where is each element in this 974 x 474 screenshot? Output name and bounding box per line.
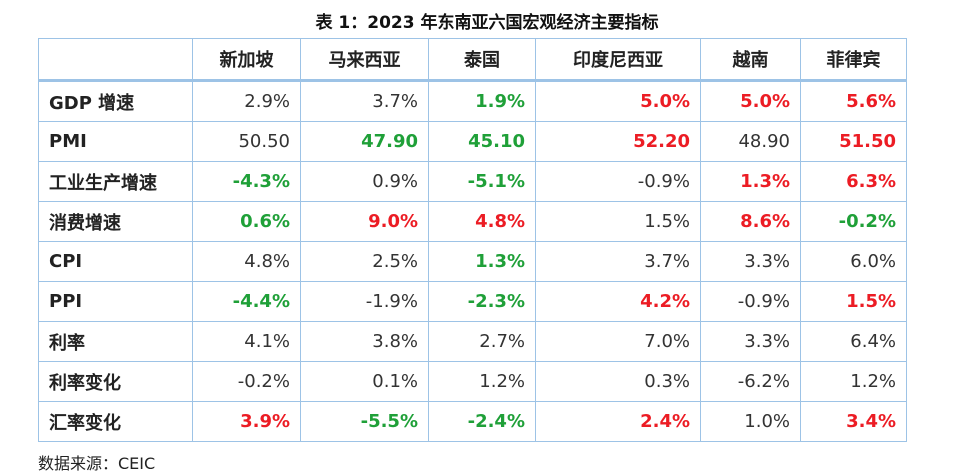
- row-label: PPI: [38, 281, 193, 322]
- column-header: 新加坡: [192, 38, 301, 82]
- table-row: 利率 4.1% 3.8% 2.7% 7.0% 3.3% 6.4%: [38, 321, 907, 362]
- value-cell: 1.3%: [700, 161, 801, 202]
- table-row: 消费增速 0.6% 9.0% 4.8% 1.5% 8.6% -0.2%: [38, 201, 907, 242]
- column-header: 泰国: [428, 38, 536, 82]
- value-cell: 6.4%: [800, 321, 907, 362]
- value-cell: 3.3%: [700, 241, 801, 282]
- value-cell: -0.2%: [192, 361, 301, 402]
- value-cell: 3.8%: [300, 321, 429, 362]
- value-cell: -5.1%: [428, 161, 536, 202]
- value-cell: 1.0%: [700, 401, 801, 442]
- value-cell: 3.7%: [300, 80, 429, 122]
- value-cell: 0.6%: [192, 201, 301, 242]
- table-row: PPI -4.4% -1.9% -2.3% 4.2% -0.9% 1.5%: [38, 281, 907, 322]
- row-label: CPI: [38, 241, 193, 282]
- value-cell: 50.50: [192, 121, 301, 162]
- table-row: 工业生产增速 -4.3% 0.9% -5.1% -0.9% 1.3% 6.3%: [38, 161, 907, 202]
- value-cell: 6.0%: [800, 241, 907, 282]
- value-cell: 5.0%: [535, 80, 701, 122]
- value-cell: -0.9%: [535, 161, 701, 202]
- value-cell: 4.2%: [535, 281, 701, 322]
- value-cell: 8.6%: [700, 201, 801, 242]
- column-header: 马来西亚: [300, 38, 429, 82]
- table-row: CPI 4.8% 2.5% 1.3% 3.7% 3.3% 6.0%: [38, 241, 907, 282]
- value-cell: 9.0%: [300, 201, 429, 242]
- value-cell: 1.9%: [428, 80, 536, 122]
- table-row: PMI 50.50 47.90 45.10 52.20 48.90 51.50: [38, 121, 907, 162]
- corner-cell: [38, 38, 193, 82]
- value-cell: 2.7%: [428, 321, 536, 362]
- value-cell: 2.4%: [535, 401, 701, 442]
- value-cell: 1.5%: [535, 201, 701, 242]
- table-row: GDP 增速 2.9% 3.7% 1.9% 5.0% 5.0% 5.6%: [38, 80, 907, 122]
- header-row: 新加坡 马来西亚 泰国 印度尼西亚 越南 菲律宾: [38, 38, 907, 82]
- value-cell: 5.6%: [800, 80, 907, 122]
- value-cell: 52.20: [535, 121, 701, 162]
- value-cell: 0.9%: [300, 161, 429, 202]
- value-cell: 45.10: [428, 121, 536, 162]
- value-cell: 7.0%: [535, 321, 701, 362]
- row-label: 工业生产增速: [38, 161, 193, 202]
- row-label: 利率: [38, 321, 193, 362]
- value-cell: 48.90: [700, 121, 801, 162]
- value-cell: 2.5%: [300, 241, 429, 282]
- value-cell: -0.9%: [700, 281, 801, 322]
- value-cell: 5.0%: [700, 80, 801, 122]
- value-cell: 4.1%: [192, 321, 301, 362]
- value-cell: 3.3%: [700, 321, 801, 362]
- column-header: 越南: [700, 38, 801, 82]
- value-cell: 2.9%: [192, 80, 301, 122]
- value-cell: 51.50: [800, 121, 907, 162]
- row-label: 消费增速: [38, 201, 193, 242]
- column-header: 印度尼西亚: [535, 38, 701, 82]
- value-cell: -2.4%: [428, 401, 536, 442]
- row-label: PMI: [38, 121, 193, 162]
- row-label: GDP 增速: [38, 80, 193, 122]
- value-cell: 0.1%: [300, 361, 429, 402]
- column-header: 菲律宾: [800, 38, 907, 82]
- value-cell: 4.8%: [428, 201, 536, 242]
- value-cell: 47.90: [300, 121, 429, 162]
- value-cell: -6.2%: [700, 361, 801, 402]
- value-cell: -5.5%: [300, 401, 429, 442]
- value-cell: 1.3%: [428, 241, 536, 282]
- value-cell: -0.2%: [800, 201, 907, 242]
- value-cell: 3.7%: [535, 241, 701, 282]
- value-cell: 1.2%: [428, 361, 536, 402]
- table-title: 表 1：2023 年东南亚六国宏观经济主要指标: [315, 13, 659, 33]
- value-cell: -4.4%: [192, 281, 301, 322]
- value-cell: 3.9%: [192, 401, 301, 442]
- value-cell: 4.8%: [192, 241, 301, 282]
- value-cell: 6.3%: [800, 161, 907, 202]
- page: 表 1：2023 年东南亚六国宏观经济主要指标 新加坡 马来西亚 泰国 印度尼西亚 越南…: [38, 13, 907, 473]
- value-cell: 1.5%: [800, 281, 907, 322]
- value-cell: -2.3%: [428, 281, 536, 322]
- value-cell: 3.4%: [800, 401, 907, 442]
- table-body: GDP 增速 2.9% 3.7% 1.9% 5.0% 5.0% 5.6% PMI 50.50 47…: [38, 80, 907, 442]
- row-label: 利率变化: [38, 361, 193, 402]
- row-label: 汇率变化: [38, 401, 193, 442]
- value-cell: 1.2%: [800, 361, 907, 402]
- data-table: 新加坡 马来西亚 泰国 印度尼西亚 越南 菲律宾 GDP 增速 2.9% 3.7% 1.9% 5.…: [38, 38, 907, 442]
- source-note: 数据来源：CEIC: [38, 454, 156, 473]
- table-row: 利率变化 -0.2% 0.1% 1.2% 0.3% -6.2% 1.2%: [38, 361, 907, 402]
- value-cell: -1.9%: [300, 281, 429, 322]
- value-cell: 0.3%: [535, 361, 701, 402]
- table-row: 汇率变化 3.9% -5.5% -2.4% 2.4% 1.0% 3.4%: [38, 401, 907, 442]
- value-cell: -4.3%: [192, 161, 301, 202]
